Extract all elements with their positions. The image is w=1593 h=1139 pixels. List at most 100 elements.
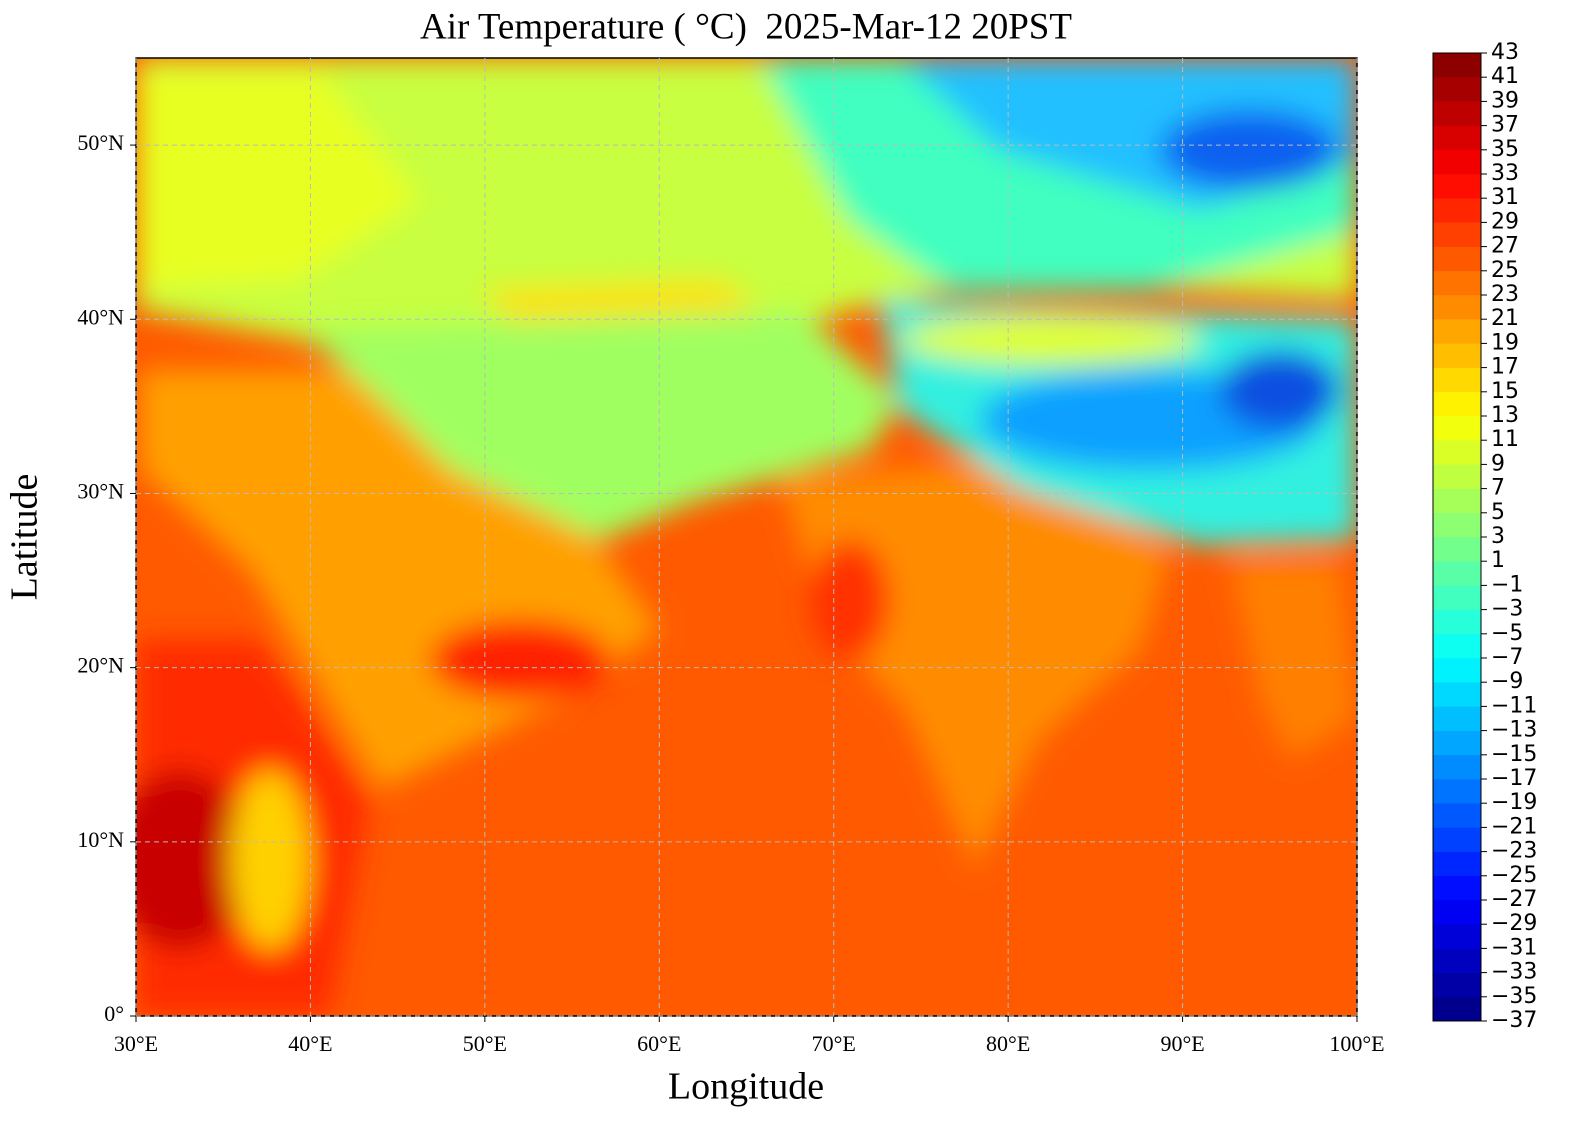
- colorbar-band: [1432, 657, 1482, 683]
- colorbar-band: [1432, 149, 1482, 175]
- colorbar-band: [1432, 948, 1482, 973]
- colorbar-tick-label: −21: [1491, 814, 1537, 839]
- colorbar-tick-label: 39: [1491, 88, 1519, 113]
- colorbar-tick-label: 7: [1491, 476, 1505, 501]
- colorbar-band: [1432, 536, 1482, 562]
- colorbar-band: [1432, 802, 1482, 828]
- colorbar-tick-label: 21: [1491, 306, 1519, 331]
- colorbar-tick-label: 33: [1491, 161, 1519, 186]
- colorbar-tick-label: −13: [1491, 718, 1537, 743]
- field-region: [900, 315, 1200, 365]
- colorbar-band: [1432, 173, 1482, 199]
- colorbar-tick-label: 17: [1491, 355, 1519, 380]
- colorbar-tick-label: 25: [1491, 258, 1519, 283]
- colorbar-band: [1432, 512, 1482, 538]
- colorbar-band: [1432, 827, 1482, 852]
- colorbar-tick-label: −1: [1491, 572, 1523, 597]
- y-tick-label: 50°N: [77, 130, 124, 155]
- colorbar-band: [1432, 875, 1482, 901]
- colorbar-band: [1432, 391, 1482, 417]
- x-axis-label: Longitude: [668, 1066, 824, 1108]
- colorbar-band: [1432, 972, 1482, 998]
- colorbar-band: [1432, 633, 1482, 659]
- x-tick-label: 60°E: [637, 1031, 681, 1056]
- colorbar-tick-label: −29: [1491, 911, 1537, 936]
- temperature-field: [136, 58, 1357, 1016]
- colorbar-tick-label: 37: [1491, 113, 1519, 138]
- colorbar-band: [1432, 754, 1482, 780]
- colorbar-tick-label: −37: [1491, 1008, 1537, 1033]
- colorbar-tick-label: 13: [1491, 403, 1519, 428]
- colorbar-tick-label: 29: [1491, 209, 1519, 234]
- y-tick-label: 10°N: [77, 827, 124, 852]
- colorbar-tick-label: −7: [1491, 645, 1523, 670]
- colorbar-band: [1432, 367, 1482, 393]
- x-tick-label: 40°E: [288, 1031, 332, 1056]
- field-region: [430, 620, 610, 700]
- x-tick-label: 70°E: [812, 1031, 856, 1056]
- colorbar-band: [1432, 343, 1482, 368]
- colorbar-tick-label: −31: [1491, 935, 1537, 960]
- colorbar-tick-label: 5: [1491, 500, 1505, 525]
- colorbar-band: [1432, 851, 1482, 877]
- colorbar-tick-label: −27: [1491, 887, 1537, 912]
- colorbar-band: [1432, 706, 1482, 731]
- colorbar-band: [1432, 125, 1482, 151]
- x-tick-label: 50°E: [463, 1031, 507, 1056]
- field-region: [1160, 110, 1340, 190]
- colorbar-tick-label: 19: [1491, 330, 1519, 355]
- colorbar-band: [1432, 996, 1482, 1022]
- colorbar-tick-label: 9: [1491, 451, 1505, 476]
- colorbar-band: [1432, 585, 1482, 610]
- colorbar-tick-label: 15: [1491, 379, 1519, 404]
- colorbar-tick-label: −9: [1491, 669, 1523, 694]
- y-tick-label: 0°: [104, 1001, 124, 1026]
- colorbar-band: [1432, 222, 1482, 247]
- colorbar-tick-label: −11: [1491, 693, 1537, 718]
- colorbar-band: [1432, 778, 1482, 804]
- colorbar-tick-label: −3: [1491, 597, 1523, 622]
- field-region: [136, 70, 420, 290]
- colorbar-band: [1432, 197, 1482, 223]
- colorbar-band: [1432, 923, 1482, 949]
- colorbar-tick-label: −15: [1491, 742, 1537, 767]
- y-tick-label: 40°N: [77, 304, 124, 329]
- field-region: [1220, 350, 1340, 430]
- colorbar-tick-label: 1: [1491, 548, 1505, 573]
- x-tick-label: 30°E: [114, 1031, 158, 1056]
- colorbar-tick-label: −35: [1491, 984, 1537, 1009]
- colorbar-band: [1432, 560, 1482, 586]
- colorbar-band: [1432, 270, 1482, 296]
- y-tick-label: 30°N: [77, 479, 124, 504]
- colorbar-tick-label: −33: [1491, 960, 1537, 985]
- colorbar-tick-label: 35: [1491, 137, 1519, 162]
- colorbar-band: [1432, 246, 1482, 272]
- field-region: [1230, 560, 1357, 760]
- colorbar-band: [1432, 415, 1482, 441]
- field-region: [810, 540, 890, 660]
- colorbar-band: [1432, 464, 1482, 489]
- colorbar-tick-label: −19: [1491, 790, 1537, 815]
- colorbar-band: [1432, 294, 1482, 320]
- field-region: [300, 310, 900, 540]
- y-axis-label: Latitude: [4, 474, 46, 601]
- colorbar-tick-label: −25: [1491, 863, 1537, 888]
- colorbar-band: [1432, 681, 1482, 707]
- chart-title: Air Temperature ( °C) 2025-Mar-12 20PST: [420, 6, 1072, 47]
- colorbar-tick-label: −5: [1491, 621, 1523, 646]
- colorbar-band: [1432, 609, 1482, 635]
- colorbar-tick-label: 3: [1491, 524, 1505, 549]
- colorbar-band: [1432, 899, 1482, 925]
- field-region: [136, 770, 250, 950]
- colorbar-band: [1432, 439, 1482, 465]
- colorbar-band: [1432, 488, 1482, 514]
- colorbar-band: [1432, 76, 1482, 102]
- colorbar-tick-label: 43: [1491, 40, 1519, 65]
- colorbar-tick-label: 41: [1491, 64, 1519, 89]
- colorbar-tick-label: 11: [1491, 427, 1519, 452]
- colorbar-tick-label: −23: [1491, 839, 1537, 864]
- colorbar-band: [1432, 101, 1482, 126]
- colorbar-band: [1432, 52, 1482, 78]
- colorbar-tick-label: −17: [1491, 766, 1537, 791]
